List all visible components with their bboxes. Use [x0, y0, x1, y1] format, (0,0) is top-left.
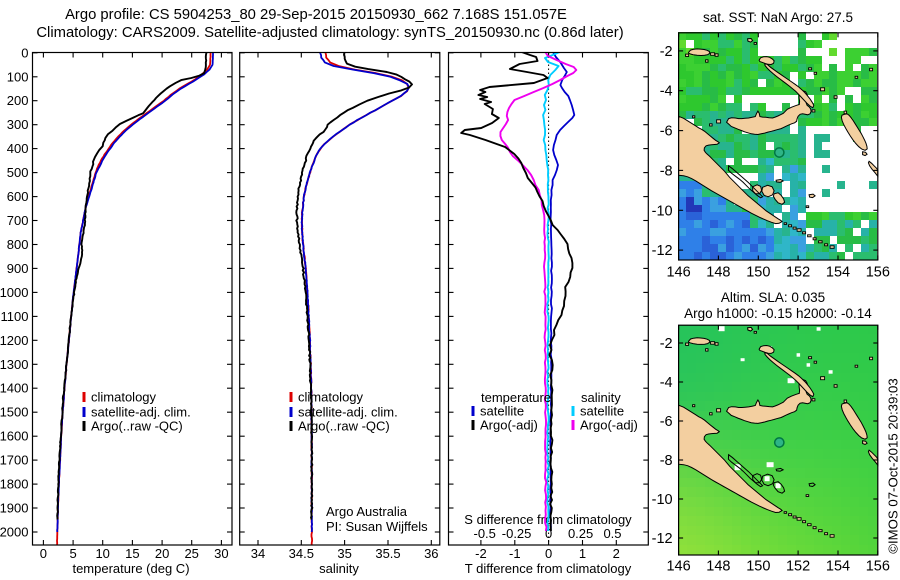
svg-text:T difference from climatology: T difference from climatology: [465, 561, 632, 576]
svg-text:PI: Susan Wijffels: PI: Susan Wijffels: [326, 519, 428, 534]
svg-text:Argo(..raw -QC): Argo(..raw -QC): [91, 419, 183, 434]
svg-text:154: 154: [826, 559, 850, 575]
svg-text:500: 500: [7, 165, 29, 180]
svg-text:Argo h1000: -0.15 h2000: -0.14: Argo h1000: -0.15 h2000: -0.14: [684, 306, 872, 321]
svg-text:-12: -12: [652, 531, 673, 547]
svg-text:146: 146: [666, 265, 690, 281]
svg-text:1000: 1000: [0, 285, 29, 300]
svg-text:-0.5: -0.5: [473, 526, 495, 541]
svg-text:152: 152: [786, 265, 810, 281]
svg-text:0: 0: [21, 45, 28, 60]
svg-text:700: 700: [7, 213, 29, 228]
svg-text:34.5: 34.5: [289, 546, 314, 561]
svg-text:-10: -10: [652, 203, 673, 219]
svg-text:salinity: salinity: [319, 561, 359, 576]
svg-text:600: 600: [7, 189, 29, 204]
svg-text:100: 100: [7, 69, 29, 84]
svg-text:1400: 1400: [0, 381, 29, 396]
svg-text:1600: 1600: [0, 429, 29, 444]
svg-text:1200: 1200: [0, 333, 29, 348]
svg-text:Altim. SLA: 0.035: Altim. SLA: 0.035: [721, 290, 825, 305]
svg-text:148: 148: [706, 559, 730, 575]
svg-text:5: 5: [69, 546, 76, 561]
svg-text:10: 10: [95, 546, 109, 561]
svg-text:Argo Australia: Argo Australia: [326, 504, 408, 519]
svg-text:Argo(-adj): Argo(-adj): [480, 418, 538, 433]
svg-text:1800: 1800: [0, 477, 29, 492]
svg-text:35.5: 35.5: [375, 546, 400, 561]
svg-text:Argo profile: CS 5904253_80 29: Argo profile: CS 5904253_80 29-Sep-2015 …: [65, 7, 567, 23]
svg-text:15: 15: [125, 546, 139, 561]
svg-text:150: 150: [746, 559, 770, 575]
svg-text:1300: 1300: [0, 357, 29, 372]
svg-text:sat. SST: NaN Argo: 27.5: sat. SST: NaN Argo: 27.5: [703, 10, 853, 25]
svg-text:-1: -1: [509, 546, 521, 561]
svg-text:-10: -10: [652, 492, 673, 508]
svg-text:climatology: climatology: [91, 390, 157, 405]
svg-text:-2: -2: [660, 336, 673, 352]
svg-text:150: 150: [746, 265, 770, 281]
svg-text:-12: -12: [652, 243, 673, 259]
svg-text:salinity: salinity: [581, 390, 621, 405]
svg-text:-6: -6: [660, 124, 673, 140]
svg-text:-2: -2: [475, 546, 487, 561]
svg-text:satellite: satellite: [580, 404, 624, 419]
svg-text:25: 25: [184, 546, 198, 561]
svg-text:900: 900: [7, 261, 29, 276]
svg-text:1700: 1700: [0, 453, 29, 468]
svg-text:1100: 1100: [1, 309, 29, 324]
svg-text:satellite-adj. clim.: satellite-adj. clim.: [91, 405, 191, 420]
svg-text:Argo(-adj): Argo(-adj): [580, 418, 638, 433]
svg-text:-4: -4: [660, 375, 673, 391]
svg-text:36: 36: [424, 546, 438, 561]
svg-text:©IMOS 07-Oct-2015 20:39:03: ©IMOS 07-Oct-2015 20:39:03: [886, 378, 900, 553]
svg-text:-2: -2: [660, 44, 673, 60]
svg-text:1900: 1900: [0, 501, 29, 516]
svg-text:2: 2: [613, 546, 620, 561]
svg-text:154: 154: [826, 265, 850, 281]
svg-text:Argo(..raw -QC): Argo(..raw -QC): [298, 419, 390, 434]
svg-text:156: 156: [866, 265, 890, 281]
svg-text:0: 0: [40, 546, 47, 561]
svg-text:temperature: temperature: [481, 390, 551, 405]
svg-text:35: 35: [337, 546, 351, 561]
svg-text:800: 800: [7, 237, 29, 252]
svg-text:Climatology: CARS2009. Satelli: Climatology: CARS2009. Satellite-adjuste…: [36, 25, 623, 41]
svg-text:1: 1: [579, 546, 586, 561]
svg-text:-0.25: -0.25: [502, 526, 532, 541]
svg-text:300: 300: [7, 117, 29, 132]
svg-text:-8: -8: [660, 453, 673, 469]
svg-text:34: 34: [251, 546, 265, 561]
svg-text:156: 156: [866, 559, 890, 575]
svg-text:climatology: climatology: [298, 390, 364, 405]
svg-text:0.25: 0.25: [568, 526, 593, 541]
svg-text:0.5: 0.5: [603, 526, 621, 541]
svg-text:2000: 2000: [0, 525, 29, 540]
svg-text:30: 30: [214, 546, 228, 561]
svg-text:146: 146: [666, 559, 690, 575]
svg-text:400: 400: [7, 141, 29, 156]
svg-text:satellite: satellite: [480, 404, 524, 419]
svg-text:1500: 1500: [0, 405, 29, 420]
svg-text:satellite-adj. clim.: satellite-adj. clim.: [298, 405, 398, 420]
svg-text:-8: -8: [660, 163, 673, 179]
svg-text:152: 152: [786, 559, 810, 575]
svg-text:temperature (deg C): temperature (deg C): [72, 561, 189, 576]
svg-text:0: 0: [545, 546, 552, 561]
svg-text:200: 200: [7, 93, 29, 108]
svg-text:148: 148: [706, 265, 730, 281]
svg-text:-4: -4: [660, 84, 673, 100]
svg-text:20: 20: [155, 546, 169, 561]
svg-text:-6: -6: [660, 414, 673, 430]
